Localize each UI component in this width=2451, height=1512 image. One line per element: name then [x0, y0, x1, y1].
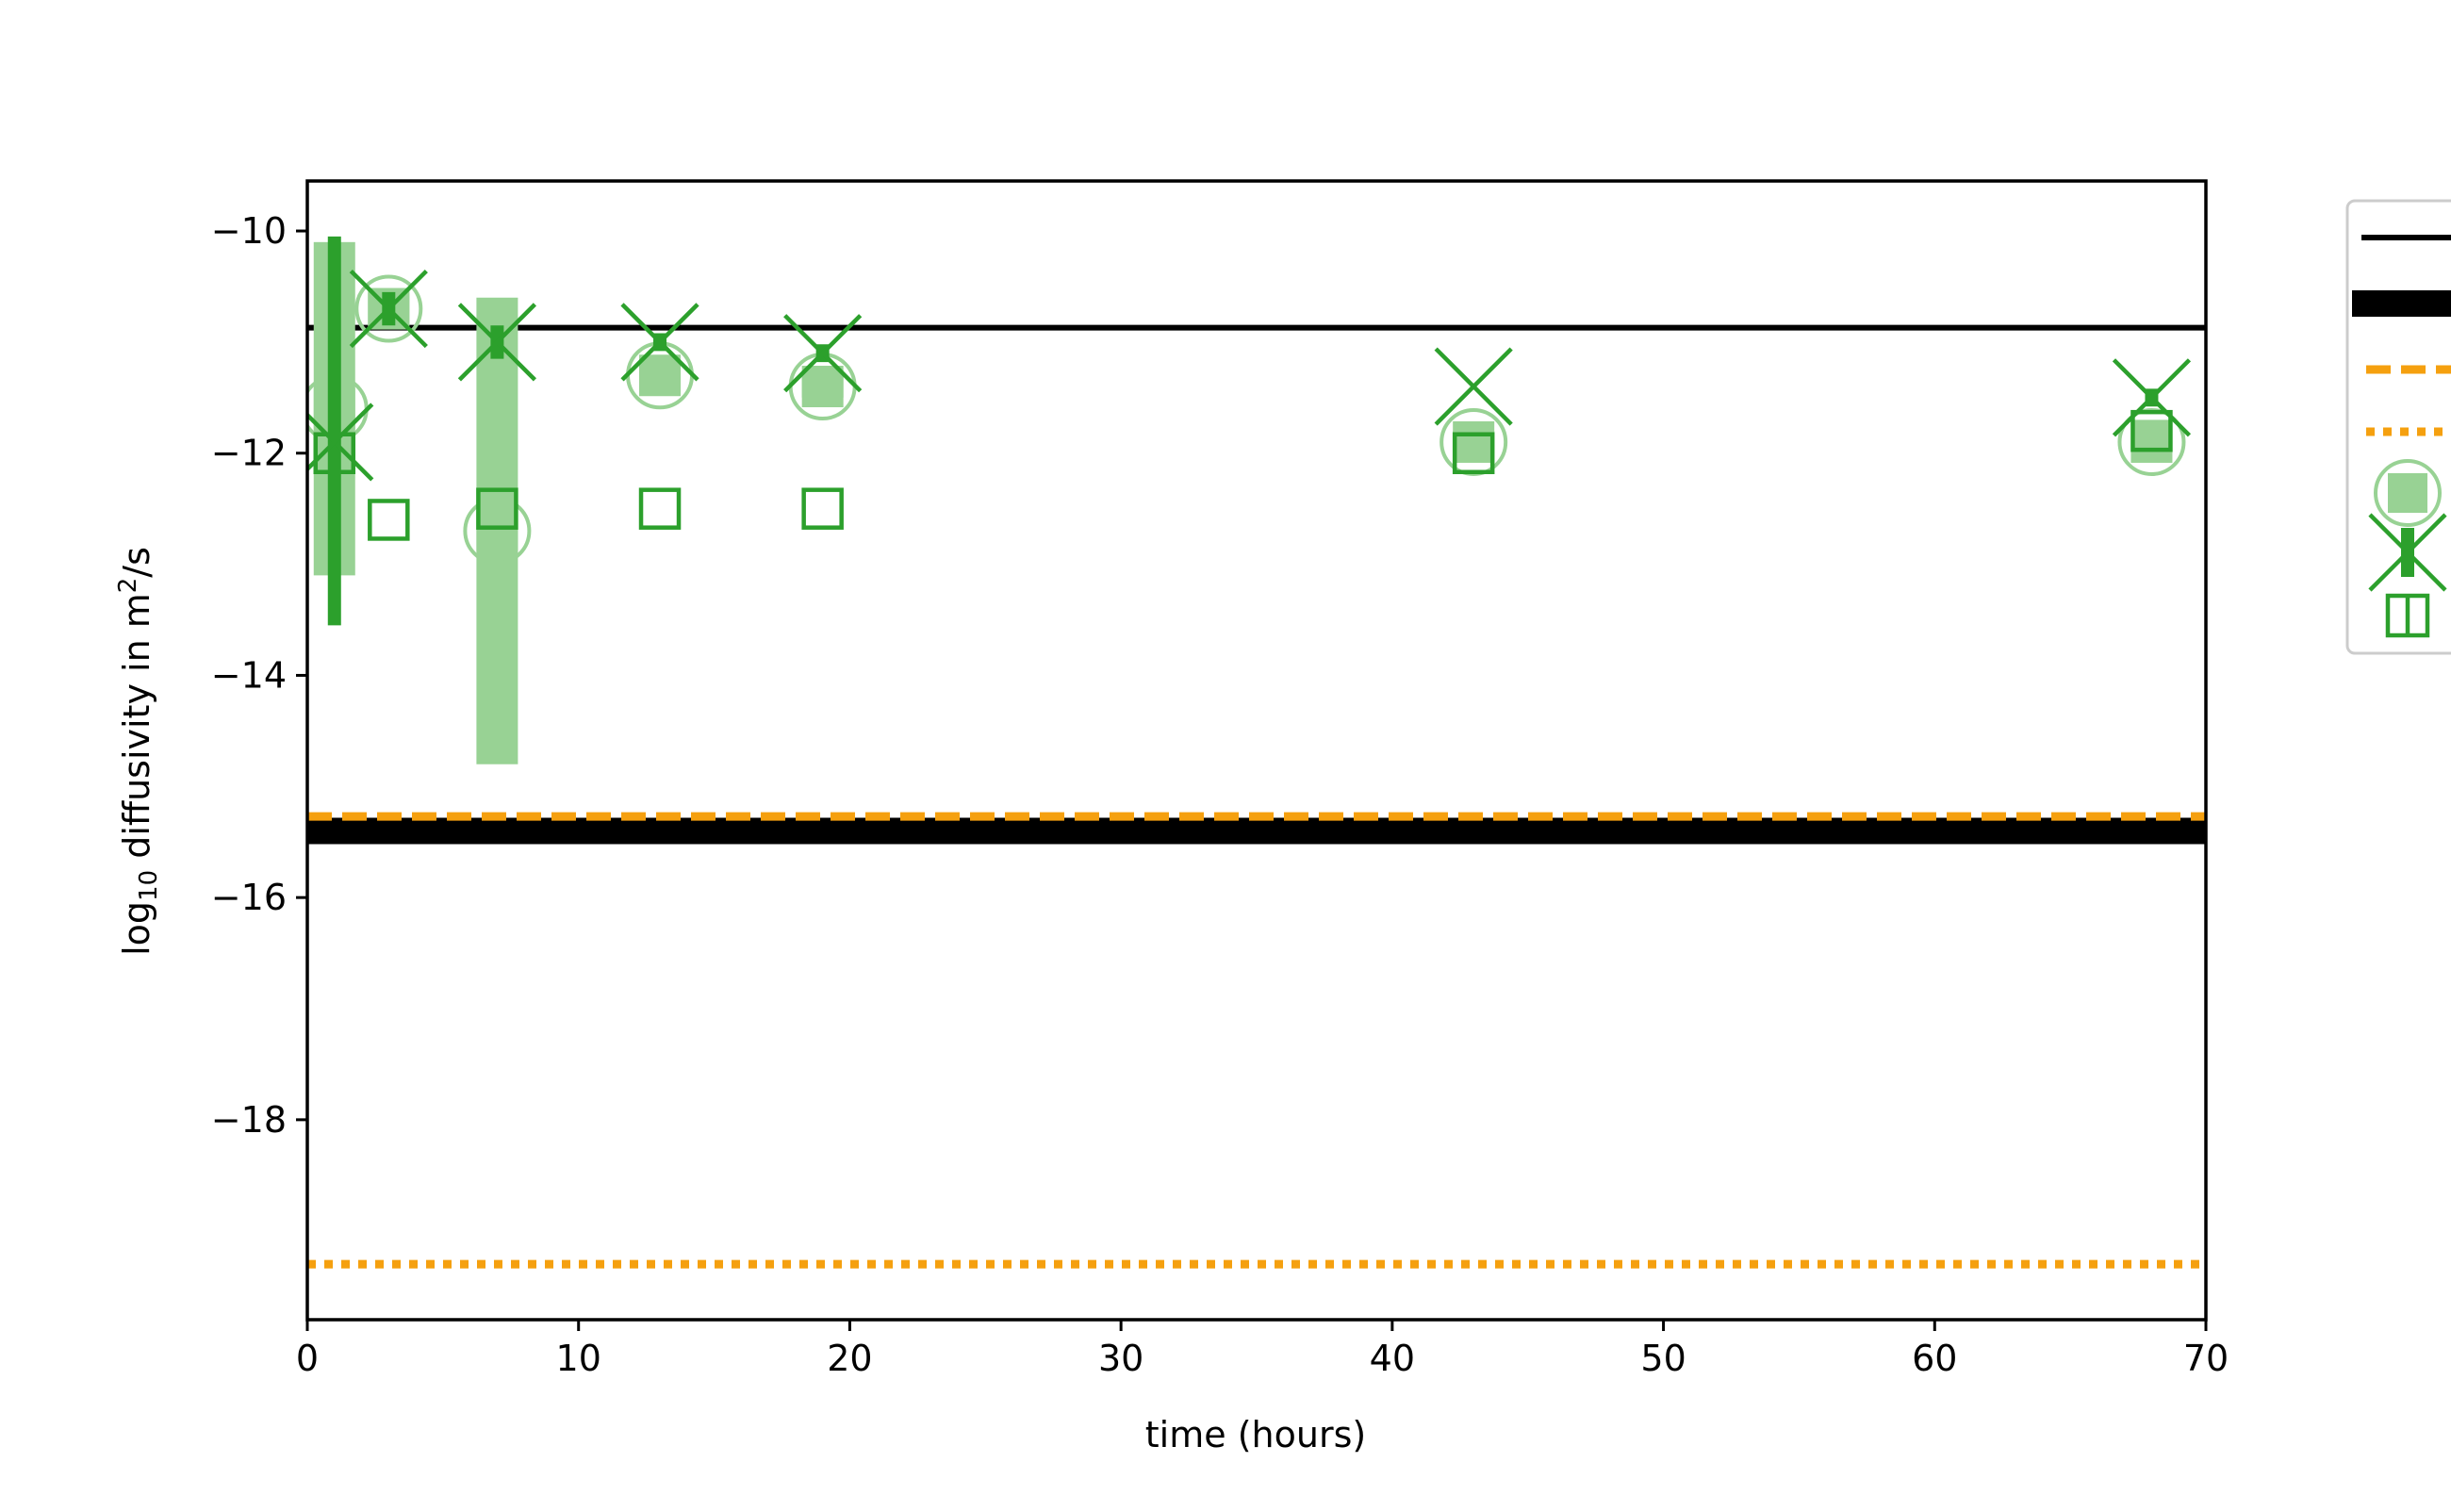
axes-frame: [305, 179, 2208, 1322]
x-tick-label: 60: [1912, 1338, 1957, 1379]
x-tick-label: 40: [1370, 1338, 1415, 1379]
reference-lines: [307, 324, 2206, 1269]
legend-marker-circle: [2374, 459, 2442, 527]
open-square-marker: [1452, 432, 1495, 474]
x-marker-stroke: [307, 403, 374, 472]
open-square-marker: [313, 432, 356, 474]
x-marker-stroke: [349, 269, 428, 349]
x-tick-label: 20: [827, 1338, 872, 1379]
y-label-subscript: 10: [135, 870, 163, 901]
x-axis-label: time (hours): [1145, 1414, 1366, 1455]
x-tick-label: 50: [1640, 1338, 1686, 1379]
x-marker-stroke: [620, 303, 699, 382]
x-marker-stroke: [783, 314, 863, 393]
filled-square-marker: [801, 366, 844, 408]
y-label-suffix: /s: [116, 547, 157, 578]
legend: [2345, 199, 2451, 655]
y-label-superscript: 2: [114, 578, 142, 594]
plot-frame: [305, 179, 2208, 1322]
y-label-prefix: log: [116, 901, 157, 956]
y-axis-label: log10 diffusivity in m2/s: [114, 547, 163, 956]
series-open-square: [313, 409, 2173, 541]
open-square-marker: [368, 499, 410, 541]
x-marker-stroke: [457, 303, 536, 382]
data-series: [307, 236, 2192, 764]
plot-area: [307, 181, 2206, 1320]
open-square-marker: [2130, 409, 2173, 452]
x-marker-stroke: [1434, 347, 1513, 426]
filled-square-marker: [639, 354, 682, 397]
y-tick-label: −10: [211, 210, 287, 252]
legend-marker-filled-square: [2388, 473, 2427, 513]
series-x-errorbar: [307, 236, 2192, 626]
x-tick-label: 30: [1098, 1338, 1143, 1379]
x-marker-stroke: [2112, 358, 2192, 437]
open-square-marker: [801, 487, 844, 530]
y-tick-label: −14: [211, 654, 287, 696]
y-label-middle: diffusivity in m: [116, 593, 157, 870]
axis-ticks: 0 10 20 30 40 50 60 70 −10 −12 −14 −16 −18: [211, 210, 2229, 1379]
circle-marker: [463, 497, 532, 566]
filled-square-marker: [2130, 420, 2173, 463]
legend-marker-x-stroke: [2368, 513, 2447, 592]
plot-background: [307, 181, 2206, 1320]
y-tick-label: −18: [211, 1099, 287, 1141]
y-tick-label: −12: [211, 433, 287, 474]
filled-square-marker: [1453, 420, 1495, 463]
x-tick-label: 70: [2183, 1338, 2229, 1379]
open-square-marker: [638, 487, 682, 530]
circle-marker: [354, 274, 423, 343]
x-tick-label: 0: [296, 1338, 319, 1379]
legend-box: [2345, 199, 2451, 655]
open-square-marker: [476, 487, 518, 530]
y-tick-label: −16: [211, 877, 287, 918]
filled-square-marker: [476, 510, 518, 552]
x-tick-label: 10: [556, 1338, 601, 1379]
